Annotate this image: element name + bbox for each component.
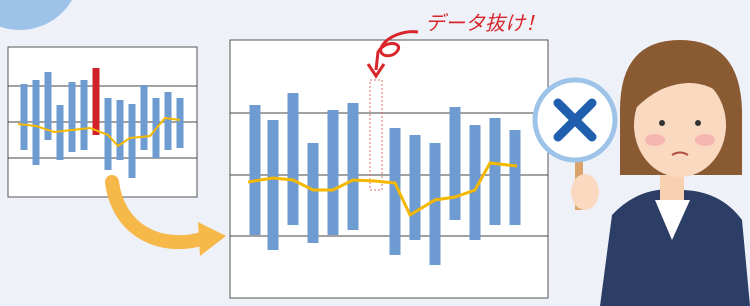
bar bbox=[410, 135, 421, 240]
bar bbox=[490, 118, 501, 225]
bar bbox=[21, 84, 28, 150]
page: {"annotation": "データ抜け！"} データ抜け！ (() => {… bbox=[0, 0, 750, 306]
bar bbox=[250, 105, 261, 235]
arrow-head bbox=[198, 222, 226, 256]
corner-circle bbox=[0, 0, 80, 30]
bar bbox=[288, 93, 299, 225]
bar bbox=[510, 130, 521, 225]
bar bbox=[93, 68, 100, 135]
bar bbox=[33, 80, 40, 165]
bar bbox=[450, 107, 461, 220]
bar bbox=[165, 92, 172, 150]
bar bbox=[268, 120, 279, 250]
illustration: データ抜け！ bbox=[0, 0, 750, 306]
bar bbox=[69, 82, 76, 152]
bar bbox=[141, 85, 148, 150]
person bbox=[535, 40, 750, 306]
annotation: データ抜け！ bbox=[425, 11, 545, 35]
bar bbox=[328, 110, 339, 235]
bar bbox=[129, 104, 136, 178]
bar bbox=[177, 98, 184, 148]
bar bbox=[81, 80, 88, 150]
bar bbox=[117, 100, 124, 160]
bar bbox=[308, 143, 319, 243]
bar bbox=[348, 103, 359, 230]
